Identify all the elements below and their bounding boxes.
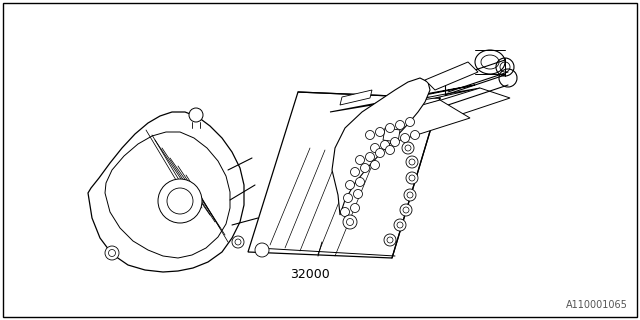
Circle shape [394, 219, 406, 231]
Circle shape [376, 127, 385, 137]
Circle shape [232, 236, 244, 248]
Circle shape [344, 194, 353, 203]
Polygon shape [390, 88, 480, 105]
Polygon shape [248, 92, 440, 258]
Text: 32000: 32000 [290, 268, 330, 281]
Circle shape [355, 178, 365, 187]
Circle shape [360, 164, 369, 172]
Polygon shape [105, 132, 230, 258]
Polygon shape [383, 128, 400, 142]
Circle shape [381, 140, 390, 149]
Circle shape [376, 148, 385, 157]
Circle shape [189, 108, 203, 122]
Polygon shape [425, 62, 478, 90]
Circle shape [343, 215, 357, 229]
Polygon shape [88, 112, 244, 272]
Circle shape [255, 243, 269, 257]
Circle shape [405, 145, 411, 151]
Circle shape [406, 156, 418, 168]
Circle shape [353, 189, 362, 198]
Circle shape [409, 159, 415, 165]
Circle shape [384, 234, 396, 246]
Circle shape [406, 172, 418, 184]
Circle shape [346, 219, 353, 226]
Circle shape [406, 117, 415, 126]
Polygon shape [415, 88, 510, 118]
Circle shape [385, 124, 394, 132]
Circle shape [390, 138, 399, 147]
Circle shape [340, 207, 349, 217]
Circle shape [371, 143, 380, 153]
Circle shape [235, 239, 241, 245]
Polygon shape [340, 90, 372, 105]
Circle shape [401, 133, 410, 142]
Polygon shape [350, 100, 470, 145]
Polygon shape [332, 78, 430, 215]
Circle shape [355, 156, 365, 164]
Circle shape [387, 237, 393, 243]
Circle shape [404, 189, 416, 201]
Circle shape [397, 222, 403, 228]
Text: A110001065: A110001065 [566, 300, 628, 310]
Circle shape [105, 246, 119, 260]
Circle shape [371, 161, 380, 170]
Circle shape [409, 175, 415, 181]
Circle shape [351, 204, 360, 212]
Circle shape [410, 131, 419, 140]
Circle shape [158, 179, 202, 223]
Circle shape [400, 204, 412, 216]
Circle shape [407, 192, 413, 198]
Circle shape [351, 167, 360, 177]
Polygon shape [330, 85, 475, 112]
Circle shape [167, 188, 193, 214]
Circle shape [346, 180, 355, 189]
Circle shape [109, 250, 115, 257]
Circle shape [403, 207, 409, 213]
Circle shape [396, 121, 404, 130]
Circle shape [402, 142, 414, 154]
Circle shape [365, 131, 374, 140]
Circle shape [385, 146, 394, 155]
Circle shape [365, 153, 374, 162]
